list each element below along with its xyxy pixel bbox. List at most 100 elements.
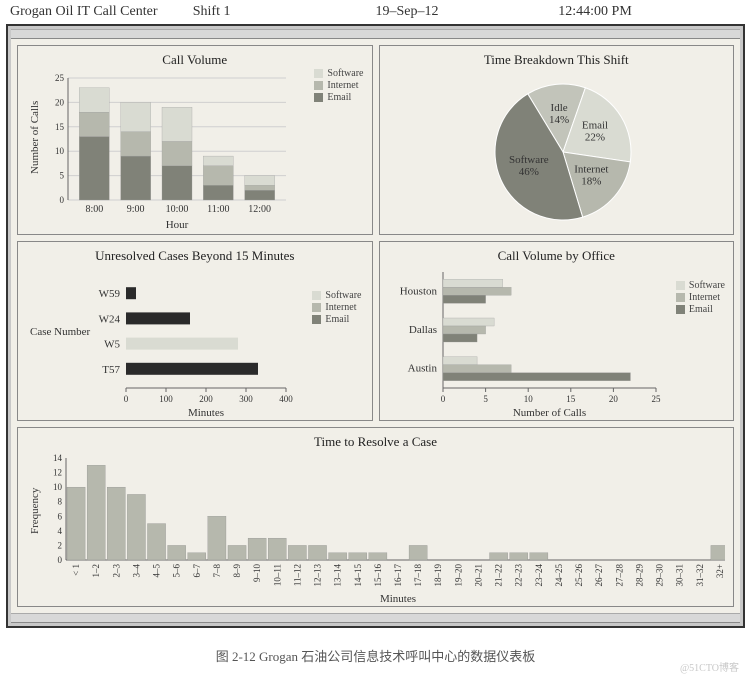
- svg-text:Austin: Austin: [407, 363, 437, 375]
- svg-text:11–12: 11–12: [292, 564, 302, 586]
- chart-title: Time Breakdown This Shift: [388, 52, 726, 68]
- legend: SoftwareInternetEmail: [676, 280, 725, 316]
- histogram-chart: 0 2 4 6 8 10 12 14 < 1 1–2 2–3 3–4 4–5 5–6 6–7 7–8 8–9 9–…: [26, 454, 725, 604]
- svg-text:12:00: 12:00: [248, 204, 271, 215]
- svg-text:19–20: 19–20: [453, 564, 463, 587]
- svg-text:14%: 14%: [549, 114, 569, 126]
- date-label: 19–Sep–12: [376, 4, 559, 20]
- svg-text:Software: Software: [508, 154, 548, 166]
- svg-text:6: 6: [58, 511, 63, 521]
- svg-text:3–4: 3–4: [131, 564, 141, 578]
- panel-time-breakdown: Time Breakdown This Shift Idle14% Email22…: [379, 45, 735, 235]
- figure-caption: 图 2-12 Grogan 石油公司信息技术呼叫中心的数据仪表板: [0, 646, 751, 665]
- svg-text:9–10: 9–10: [252, 564, 262, 583]
- svg-text:Number of Calls: Number of Calls: [29, 101, 41, 174]
- svg-text:6–7: 6–7: [192, 564, 202, 578]
- svg-text:21–22: 21–22: [494, 564, 504, 587]
- svg-text:7–8: 7–8: [212, 564, 222, 578]
- svg-text:Minutes: Minutes: [380, 593, 416, 604]
- chart-title: Unresolved Cases Beyond 15 Minutes: [26, 248, 364, 264]
- svg-text:25: 25: [651, 394, 661, 404]
- svg-text:Number of Calls: Number of Calls: [512, 407, 585, 418]
- svg-text:Internet: Internet: [574, 163, 608, 175]
- svg-text:26–27: 26–27: [594, 564, 604, 587]
- svg-text:300: 300: [239, 394, 253, 404]
- svg-text:W5: W5: [104, 339, 120, 351]
- shift-label: Shift 1: [193, 4, 376, 20]
- svg-text:10: 10: [523, 394, 533, 404]
- svg-text:Email: Email: [581, 120, 607, 132]
- svg-text:20: 20: [55, 97, 65, 107]
- call-volume-chart: 05101520258:009:0010:0011:0012:00HourNum…: [26, 72, 364, 232]
- chart-title: Time to Resolve a Case: [26, 434, 725, 450]
- svg-text:30–31: 30–31: [675, 564, 685, 587]
- svg-text:9:00: 9:00: [127, 204, 145, 215]
- svg-text:4–5: 4–5: [152, 564, 162, 578]
- svg-text:16–17: 16–17: [393, 564, 403, 587]
- chart-title: Call Volume by Office: [388, 248, 726, 264]
- svg-text:14–15: 14–15: [353, 564, 363, 587]
- svg-text:< 1: < 1: [71, 564, 81, 576]
- svg-text:11:00: 11:00: [207, 204, 229, 215]
- svg-text:2–3: 2–3: [111, 564, 121, 578]
- svg-text:8–9: 8–9: [232, 564, 242, 578]
- legend: SoftwareInternetEmail: [312, 290, 361, 326]
- svg-text:5: 5: [483, 394, 488, 404]
- svg-text:24–25: 24–25: [554, 564, 564, 587]
- svg-text:18–19: 18–19: [433, 564, 443, 587]
- svg-text:28–29: 28–29: [634, 564, 644, 587]
- svg-text:Hour: Hour: [166, 219, 189, 231]
- svg-text:Dallas: Dallas: [408, 324, 436, 336]
- svg-text:15–16: 15–16: [373, 564, 383, 587]
- svg-text:2: 2: [58, 540, 63, 550]
- svg-text:W59: W59: [99, 288, 121, 300]
- svg-text:Frequency: Frequency: [29, 487, 41, 534]
- svg-text:10: 10: [53, 482, 63, 492]
- svg-text:18%: 18%: [581, 175, 601, 187]
- svg-text:20: 20: [608, 394, 618, 404]
- svg-text:25–26: 25–26: [574, 564, 584, 587]
- svg-text:T57: T57: [102, 364, 120, 376]
- svg-text:W24: W24: [99, 313, 121, 325]
- svg-text:1–2: 1–2: [91, 564, 101, 578]
- svg-text:10–11: 10–11: [272, 564, 282, 586]
- svg-text:23–24: 23–24: [534, 564, 544, 587]
- svg-text:0: 0: [60, 195, 65, 205]
- chart-title: Call Volume: [26, 52, 364, 68]
- panel-call-volume: Call Volume SoftwareInternetEmail 051015…: [17, 45, 373, 235]
- panel-unresolved: Unresolved Cases Beyond 15 Minutes Softw…: [17, 241, 373, 421]
- svg-text:29–30: 29–30: [655, 564, 665, 587]
- svg-text:8:00: 8:00: [85, 204, 103, 215]
- svg-text:20–21: 20–21: [473, 564, 483, 587]
- svg-text:25: 25: [55, 73, 65, 83]
- svg-text:Idle: Idle: [550, 102, 567, 114]
- svg-text:22–23: 22–23: [514, 564, 524, 587]
- svg-text:12: 12: [53, 468, 62, 478]
- dashboard-header: Grogan Oil IT Call Center Shift 1 19–Sep…: [0, 0, 751, 24]
- svg-text:8: 8: [58, 497, 63, 507]
- svg-text:27–28: 27–28: [614, 564, 624, 587]
- time-label: 12:44:00 PM: [558, 4, 741, 20]
- svg-text:32+: 32+: [715, 564, 725, 578]
- svg-text:200: 200: [199, 394, 213, 404]
- panel-by-office: Call Volume by Office SoftwareInternetEm…: [379, 241, 735, 421]
- svg-text:0: 0: [58, 555, 63, 565]
- time-breakdown-chart: Idle14% Email22% Internet18% Software46%: [388, 72, 726, 232]
- svg-text:22%: 22%: [584, 132, 604, 144]
- svg-text:15: 15: [55, 122, 65, 132]
- svg-text:31–32: 31–32: [695, 564, 705, 587]
- svg-text:12–13: 12–13: [313, 564, 323, 587]
- svg-text:46%: 46%: [518, 166, 538, 178]
- dashboard-frame: Call Volume SoftwareInternetEmail 051015…: [6, 24, 745, 628]
- svg-text:100: 100: [159, 394, 173, 404]
- by-office-chart: 0510152025HoustonDallasAustinNumber of C…: [388, 268, 726, 418]
- svg-text:10: 10: [55, 146, 65, 156]
- svg-text:5–6: 5–6: [172, 564, 182, 578]
- svg-text:4: 4: [58, 526, 63, 536]
- legend: SoftwareInternetEmail: [314, 68, 363, 104]
- svg-text:0: 0: [440, 394, 445, 404]
- svg-text:10:00: 10:00: [166, 204, 189, 215]
- watermark: @51CTO博客: [680, 659, 739, 674]
- svg-text:14: 14: [53, 454, 63, 463]
- svg-text:Houston: Houston: [399, 285, 437, 297]
